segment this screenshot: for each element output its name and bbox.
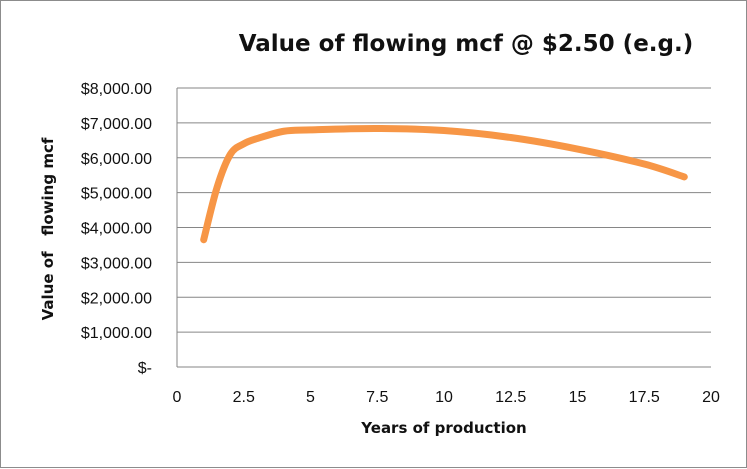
chart-title: Value of flowing mcf @ $2.50 (e.g.) [239, 31, 694, 57]
x-tick-label: 20 [702, 389, 720, 406]
gridlines [176, 87, 711, 368]
y-tick-label: $1,000.00 [81, 325, 152, 342]
x-axis-tick-labels: 0 2.5 5 7.5 10 12.5 15 17.5 20 [173, 389, 720, 406]
y-tick-label: $3,000.00 [81, 255, 152, 272]
y-tick-label: $6,000.00 [81, 151, 152, 168]
y-tick-label: $- [138, 360, 152, 377]
x-tick-label: 5 [306, 389, 315, 406]
x-tick-label: 0 [173, 389, 182, 406]
series-layer [200, 124, 688, 244]
y-tick-label: $5,000.00 [81, 186, 152, 203]
y-tick-label: $7,000.00 [81, 116, 152, 133]
x-tick-label: 2.5 [233, 389, 255, 406]
x-axis-title: Years of production [360, 419, 526, 437]
x-tick-label: 15 [569, 389, 587, 406]
y-tick-label: $2,000.00 [81, 290, 152, 307]
series-line [200, 124, 688, 244]
y-tick-label: $4,000.00 [81, 221, 152, 238]
y-axis-title: Value of flowing mcf [39, 137, 57, 320]
y-tick-label: $8,000.00 [81, 81, 152, 98]
x-tick-label: 17.5 [629, 389, 660, 406]
y-axis-tick-labels: $- $1,000.00 $2,000.00 $3,000.00 $4,000.00 $5… [81, 81, 152, 377]
x-tick-label: 7.5 [366, 389, 388, 406]
x-tick-label: 12.5 [495, 389, 526, 406]
x-tick-label: 10 [435, 389, 453, 406]
